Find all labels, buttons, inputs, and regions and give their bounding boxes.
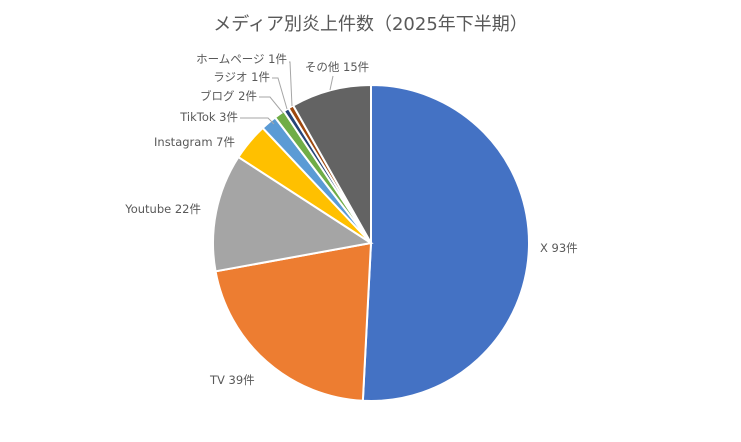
pie-slice-0 — [361, 83, 531, 402]
leader-line-5 — [259, 96, 284, 114]
data-label-8: その他 15件 — [305, 60, 369, 74]
data-label-1: TV 39件 — [209, 373, 255, 387]
data-label-3: Instagram 7件 — [154, 135, 235, 149]
chart-title: メディア別炎上件数（2025年下半期） — [213, 14, 528, 35]
data-label-7: ホームページ 1件 — [196, 52, 287, 66]
data-label-0: X 93件 — [540, 241, 578, 255]
leader-line-4 — [240, 117, 275, 125]
leader-line-7 — [289, 61, 293, 107]
pie-slice-2 — [212, 155, 374, 273]
data-label-4: TikTok 3件 — [179, 110, 238, 124]
data-label-2: Youtube 22件 — [124, 202, 201, 216]
data-label-5: ブログ 2件 — [200, 89, 257, 103]
pie-slice-8 — [291, 83, 372, 247]
data-label-6: ラジオ 1件 — [213, 70, 270, 84]
leader-line-8 — [329, 75, 334, 91]
leader-line-6 — [272, 77, 288, 110]
pie-slice-1 — [214, 241, 373, 402]
